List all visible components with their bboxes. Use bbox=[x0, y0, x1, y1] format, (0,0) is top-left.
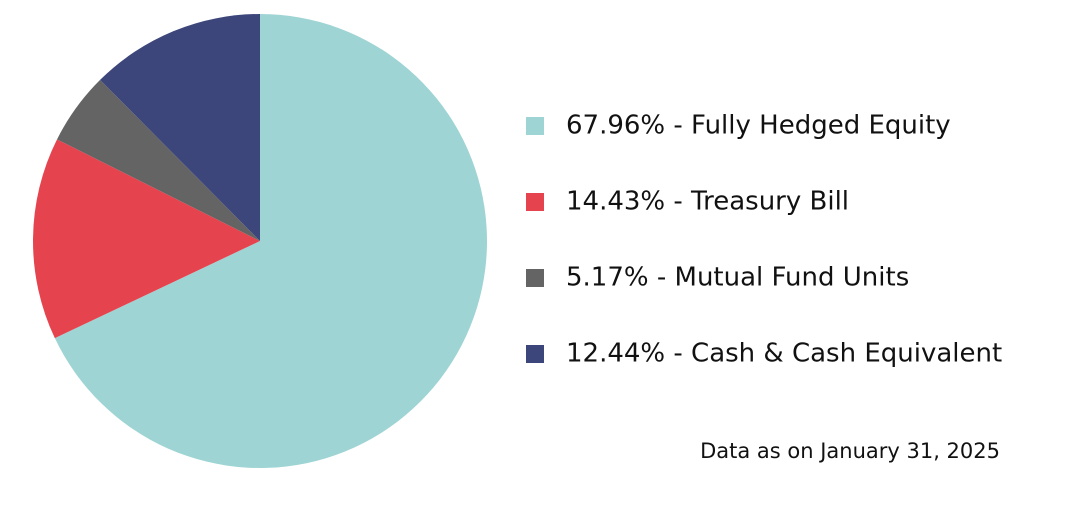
legend-swatch bbox=[526, 193, 544, 211]
legend-label: 67.96% - Fully Hedged Equity bbox=[566, 111, 951, 141]
pie-slice bbox=[100, 14, 260, 241]
legend-label: 5.17% - Mutual Fund Units bbox=[566, 263, 909, 293]
legend-swatch bbox=[526, 269, 544, 287]
pie-slice bbox=[54, 14, 487, 468]
legend-swatch bbox=[526, 117, 544, 135]
legend-label: 12.44% - Cash & Cash Equivalent bbox=[566, 339, 1002, 369]
pie-slice bbox=[57, 79, 260, 241]
annotation: Data as on January 31, 2025 bbox=[700, 439, 1000, 463]
pie-slice bbox=[33, 139, 260, 339]
legend-label: 14.43% - Treasury Bill bbox=[566, 187, 849, 217]
legend-swatch bbox=[526, 345, 544, 363]
